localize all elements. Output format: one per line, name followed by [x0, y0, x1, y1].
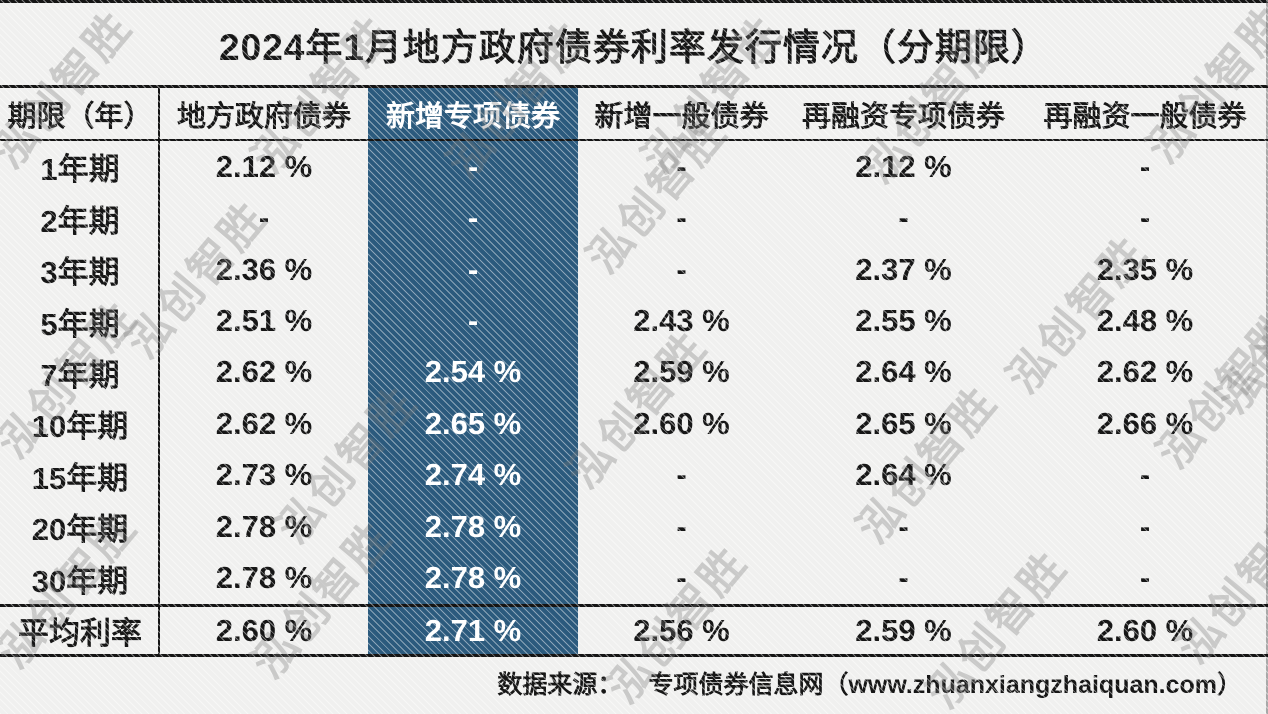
- cell-3y-refi-general-bond: 2.35 %: [1096, 251, 1194, 287]
- cell-1y-new-general-bond: -: [676, 148, 687, 184]
- header-cell-new-general-bond: 新增一般债券: [594, 100, 769, 133]
- table-header-row: 期限（年） 地方政府债券 新增专项债券 新增一般债券 再融资专项债券 再融资一般债券: [0, 88, 1268, 139]
- cell-7y-local-govt-bond: 2.62 %: [215, 354, 313, 390]
- cell-7y-new-special-bond: 2.54 %: [424, 354, 522, 390]
- cell-20y-new-special-bond: 2.78 %: [424, 508, 522, 544]
- table-body: 1年期 2.12 % - - 2.12 % - 2年期 - - - - - 3年期 2.36 % - - 2.3…: [0, 141, 1268, 604]
- cell-avg-new-special-bond: 2.71 %: [424, 612, 522, 648]
- page-title: 2024年1月地方政府债券利率发行情况（分期限）: [219, 27, 1049, 68]
- cell-avg-refi-special-bond: 2.59 %: [855, 612, 952, 648]
- row-label-3y: 3年期: [40, 255, 120, 291]
- top-border-line: [0, 0, 1268, 3]
- cell-5y-new-special-bond: -: [467, 303, 479, 339]
- table-row-10y: 10年期 2.62 % 2.65 % 2.60 % 2.65 % 2.66 %: [0, 398, 1268, 449]
- row-label-avg: 平均利率: [18, 616, 142, 651]
- cell-15y-local-govt-bond: 2.73 %: [215, 457, 313, 493]
- table-bottom-border: [0, 654, 1268, 657]
- header-cell-refi-special-bond: 再融资专项债券: [801, 100, 1005, 133]
- header-divider-line: [0, 139, 1268, 141]
- cell-10y-new-special-bond: 2.65 %: [424, 405, 522, 441]
- cell-1y-refi-special-bond: 2.12 %: [855, 148, 952, 184]
- table-row-7y: 7年期 2.62 % 2.54 % 2.59 % 2.64 % 2.62 %: [0, 347, 1268, 398]
- cell-5y-refi-general-bond: 2.48 %: [1096, 303, 1194, 339]
- header-cell-new-special-bond: 新增专项债券: [385, 100, 560, 133]
- data-source-name: 专项债券信息网（www.zhuanxiangzhaiquan.com）: [648, 671, 1242, 699]
- table-row-2y: 2年期 - - - - -: [0, 192, 1268, 243]
- row-label-7y: 7年期: [40, 357, 120, 393]
- cell-20y-new-general-bond: -: [676, 508, 687, 544]
- cell-avg-refi-general-bond: 2.60 %: [1096, 612, 1194, 648]
- cell-10y-refi-special-bond: 2.65 %: [855, 405, 952, 441]
- cell-2y-refi-general-bond: -: [1139, 200, 1151, 236]
- summary-divider-line: [0, 604, 1268, 607]
- cell-20y-refi-special-bond: -: [898, 508, 909, 544]
- table-summary-row: 平均利率 2.60 % 2.71 % 2.56 % 2.59 % 2.60 %: [0, 607, 1268, 654]
- row-label-10y: 10年期: [31, 409, 129, 445]
- header-cell-term: 期限（年）: [7, 100, 153, 133]
- cell-30y-local-govt-bond: 2.78 %: [215, 560, 313, 596]
- table-row-1y: 1年期 2.12 % - - 2.12 % -: [0, 141, 1268, 192]
- term-column-divider-line: [158, 85, 160, 657]
- cell-5y-local-govt-bond: 2.51 %: [215, 303, 313, 339]
- table-top-border: [0, 85, 1268, 88]
- cell-10y-refi-general-bond: 2.66 %: [1096, 405, 1194, 441]
- table-row-15y: 15年期 2.73 % 2.74 % - 2.64 % -: [0, 450, 1268, 501]
- row-label-15y: 15年期: [31, 460, 129, 496]
- cell-1y-refi-general-bond: -: [1139, 148, 1151, 184]
- table-row-30y: 30年期 2.78 % 2.78 % - - -: [0, 553, 1268, 604]
- cell-10y-new-general-bond: 2.60 %: [633, 405, 730, 441]
- row-label-5y: 5年期: [40, 306, 120, 342]
- right-edge-line: [1266, 0, 1268, 714]
- cell-7y-refi-general-bond: 2.62 %: [1096, 354, 1194, 390]
- row-label-2y: 2年期: [40, 203, 120, 239]
- cell-3y-new-general-bond: -: [676, 251, 687, 287]
- cell-10y-local-govt-bond: 2.62 %: [215, 405, 313, 441]
- cell-15y-new-special-bond: 2.74 %: [424, 457, 522, 493]
- cell-15y-refi-special-bond: 2.64 %: [855, 457, 952, 493]
- cell-2y-new-general-bond: -: [676, 200, 687, 236]
- cell-20y-local-govt-bond: 2.78 %: [215, 508, 313, 544]
- cell-1y-local-govt-bond: 2.12 %: [215, 148, 313, 184]
- table-row-5y: 5年期 2.51 % - 2.43 % 2.55 % 2.48 %: [0, 295, 1268, 346]
- cell-avg-local-govt-bond: 2.60 %: [215, 612, 313, 648]
- table-row-20y: 20年期 2.78 % 2.78 % - - -: [0, 501, 1268, 552]
- cell-3y-new-special-bond: -: [467, 251, 479, 287]
- row-label-30y: 30年期: [31, 563, 129, 599]
- cell-avg-new-general-bond: 2.56 %: [633, 612, 730, 648]
- cell-7y-refi-special-bond: 2.64 %: [855, 354, 952, 390]
- cell-2y-local-govt-bond: -: [258, 200, 270, 236]
- cell-3y-refi-special-bond: 2.37 %: [855, 251, 952, 287]
- highlighted-column-background: [368, 85, 578, 654]
- cell-20y-refi-general-bond: -: [1139, 508, 1151, 544]
- cell-3y-local-govt-bond: 2.36 %: [215, 251, 313, 287]
- cell-7y-new-general-bond: 2.59 %: [633, 354, 730, 390]
- row-label-1y: 1年期: [40, 152, 120, 188]
- header-cell-local-govt-bond: 地方政府债券: [176, 100, 351, 133]
- cell-15y-refi-general-bond: -: [1139, 457, 1151, 493]
- cell-30y-refi-general-bond: -: [1139, 560, 1151, 596]
- cell-5y-new-general-bond: 2.43 %: [633, 303, 730, 339]
- cell-5y-refi-special-bond: 2.55 %: [855, 303, 952, 339]
- cell-15y-new-general-bond: -: [676, 457, 687, 493]
- cell-30y-new-general-bond: -: [676, 560, 687, 596]
- data-source-label: 数据来源：: [497, 671, 623, 699]
- data-source-footer: 数据来源： 专项债券信息网（www.zhuanxiangzhaiquan.com…: [497, 660, 1242, 706]
- cell-2y-refi-special-bond: -: [898, 200, 909, 236]
- table-row-3y: 3年期 2.36 % - - 2.37 % 2.35 %: [0, 244, 1268, 295]
- cell-2y-new-special-bond: -: [467, 200, 479, 236]
- cell-1y-new-special-bond: -: [467, 148, 479, 184]
- cell-30y-refi-special-bond: -: [898, 560, 909, 596]
- cell-30y-new-special-bond: 2.78 %: [424, 560, 522, 596]
- header-cell-refi-general-bond: 再融资一般债券: [1043, 100, 1247, 133]
- row-label-20y: 20年期: [31, 512, 129, 548]
